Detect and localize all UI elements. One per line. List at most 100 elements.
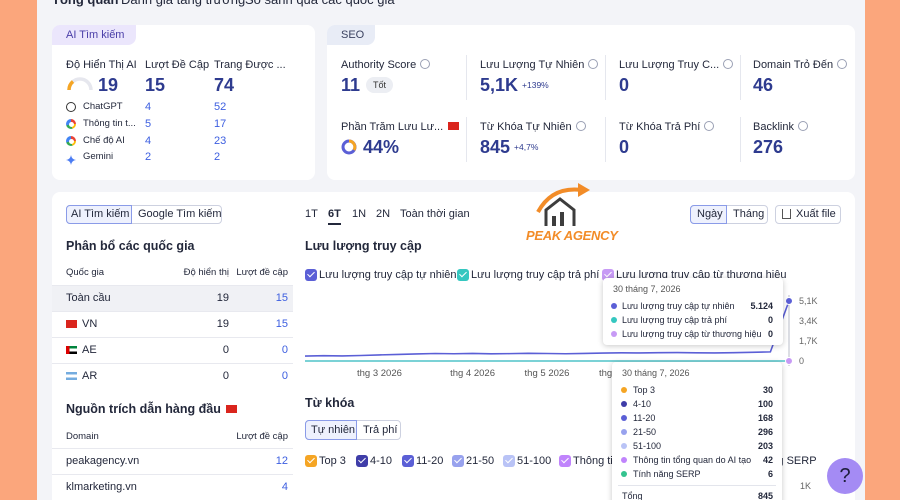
logo-text: PEAK AGENCY [526,228,618,243]
ai-column-label: Trang Được ... [214,59,286,71]
tooltip [612,362,782,500]
section-title: Nguồn trích dẫn hàng đầu [66,401,237,417]
ai-column-label: Độ Hiển Thị AI [66,59,137,71]
tooltip-value: 203 [757,441,773,451]
checkbox[interactable] [305,455,317,467]
logo-graphic [536,183,590,226]
country-mentions: 0 [281,370,288,382]
tooltip-value: 30 [762,385,773,395]
toggle-option[interactable]: Google Tìm kiếm [138,208,222,220]
legend-label[interactable]: 21-50 [466,455,495,467]
checkbox[interactable] [559,455,571,467]
legend-label[interactable]: Lưu lượng truy cập tự nhiên [319,269,457,281]
table-header: Lượt đề cập [236,267,288,278]
export-label[interactable]: Xuất file [796,208,836,220]
divider [605,55,606,100]
flag [66,346,77,354]
metric-label: Từ Khóa Tự Nhiên [480,119,586,135]
keyword-toggle-active[interactable] [305,420,357,440]
metric-value-row: 46 [753,74,773,96]
ai-source-name: Thông tin t... [83,118,136,129]
table-header: Lượt đề cập [236,431,288,442]
period-tab[interactable]: 6T [328,208,341,220]
gemini-svg [66,155,76,165]
period-tab[interactable]: Toàn thời gian [400,208,470,220]
tooltip-value: 100 [757,399,773,409]
ai-source-mentions: 4 [145,135,152,147]
google-hole [68,121,74,127]
metric-change: +4,7% [514,142,539,152]
country-name: VN [82,318,98,330]
citation-mentions: 12 [275,455,288,467]
table-header: Domain [66,431,99,442]
divider [740,55,741,100]
legend-label[interactable]: Lưu lượng truy cập trả phí [471,269,600,281]
help-button[interactable]: ? [827,458,863,494]
logo-house [544,197,576,226]
top-tab[interactable]: So sánh qua các quốc gia [245,0,395,8]
period-underline [328,223,341,225]
y-tick-label: 3,4K [799,316,818,327]
legend-label[interactable]: 4-10 [370,455,393,467]
toggle-option[interactable]: Tự nhiên [311,424,356,436]
gauge-svg [67,77,93,91]
ai-total: 74 [214,75,235,95]
help-label[interactable]: ? [839,465,851,487]
export-button[interactable] [775,205,841,224]
tooltip-value: 42 [762,455,773,465]
country-name: Toàn cầu [66,292,111,304]
checkbox[interactable] [305,269,317,281]
period-tab[interactable]: 1T [305,208,318,220]
row-divider [52,337,293,338]
top-tab[interactable]: Đánh giá tăng trưởng [121,0,245,8]
row-divider [52,311,293,312]
metric-label: Từ Khóa Trả Phí [619,119,715,135]
tooltip-name: 51-100 [633,441,662,451]
info-icon [575,121,586,131]
tooltip-dot [621,429,627,435]
tooltip-value: 168 [757,413,773,423]
check-mark [561,455,569,464]
vn-flag [225,405,237,413]
search-toggle-active[interactable] [66,205,132,224]
tooltip-total: 845 [757,491,773,500]
metric-value-row: 0 [619,136,629,158]
ai-total: 19 [98,75,119,95]
citation-mentions: 4 [281,481,288,493]
legend-label[interactable]: 51-100 [517,455,552,467]
ai-card [52,25,315,180]
tooltip-dot [621,443,627,449]
ai-column-label: Lượt Đề Cập [145,59,210,71]
checkbox[interactable] [356,455,368,467]
checkbox[interactable] [402,455,414,467]
tooltip-total-label: Tổng [622,491,643,500]
toggle-option[interactable]: Trả phí [363,424,398,436]
chatgpt-icon [66,102,76,112]
seo-card-tag [327,25,375,45]
metric-change: +139% [522,80,549,90]
checkbox[interactable] [457,269,469,281]
metric-label: Backlink [753,119,808,135]
metric-label: Lưu Lượng Truy C... [619,57,734,73]
metric-value: 44% [363,136,400,157]
toggle-option[interactable]: AI Tìm kiếm [71,208,130,220]
section-title: Phân bổ các quốc gia [66,239,195,253]
tooltip-dot [621,457,627,463]
chart-title: Lưu lượng truy cập [305,239,422,253]
period-tab[interactable]: 2N [376,208,391,220]
granularity-option[interactable]: Tháng [733,208,765,220]
top-tab[interactable]: Tổng quan [52,0,118,8]
legend-label[interactable]: Top 3 [319,455,346,467]
granularity-active[interactable] [690,205,727,224]
period-tab[interactable]: 1N [352,208,367,220]
metric-value-row: 5,1K +139% [480,74,549,96]
checkbox[interactable] [452,455,464,467]
metric-value: 845 [480,136,511,157]
granularity-option[interactable]: Ngày [697,208,723,220]
checkbox[interactable] [503,455,515,467]
x-tick-label: thg 5 2026 [524,368,570,379]
ai-card-label: AI Tìm kiếm [66,29,125,41]
gemini-star [66,155,76,165]
legend-label[interactable]: 11-20 [416,455,444,467]
